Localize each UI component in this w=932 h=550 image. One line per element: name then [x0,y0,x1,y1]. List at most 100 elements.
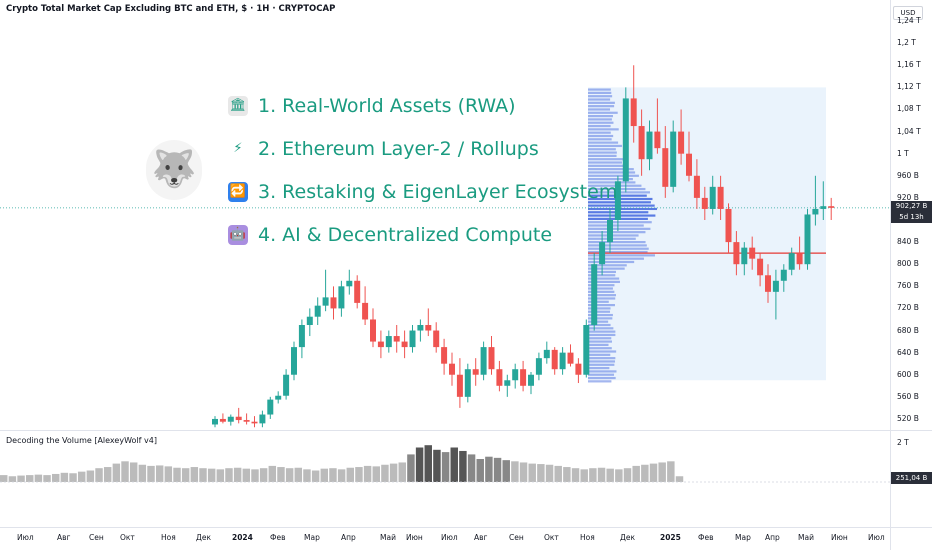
candle [504,375,510,397]
volume-bar [9,476,16,482]
volume-bar [572,468,579,482]
volume-bar [312,471,319,483]
overlay-item-text: 2. Ethereum Layer-2 / Rollups [258,138,539,160]
price-axis-label: 1,08 T [897,104,921,113]
volume-bar [17,476,24,482]
volume-bar [35,475,42,482]
volume-bar [416,448,423,483]
candle [331,286,337,319]
profile-bar [588,321,608,323]
overlay-item: ⚡ 2. Ethereum Layer-2 / Rollups [228,127,617,170]
volume-bar [632,466,639,482]
overlay-list: 🏛 1. Real-World Assets (RWA) ⚡ 2. Ethereum … [228,84,617,256]
time-axis-label: Май [798,533,814,542]
volume-bar [0,475,7,482]
volume-bar [650,464,657,482]
robot-icon: 🤖 [228,225,248,245]
volume-bar [390,464,397,482]
pane-separator[interactable] [0,430,932,431]
time-axis-label: Мар [735,533,751,542]
last-price-tag: 902,27 B 5d 13h [891,201,932,223]
candle [354,275,360,308]
candle [267,397,273,419]
price-axis-label: 1,04 T [897,127,921,136]
profile-bar [588,340,612,342]
repeat-icon: 🔁 [228,182,248,202]
price-axis-label: 1,12 T [897,82,921,91]
volume-bar [407,454,414,482]
candle [212,416,218,427]
time-axis-label: Авг [57,533,71,542]
volume-bar [624,468,631,482]
price-axis-label: 1,24 T [897,16,921,25]
volume-bar [217,469,224,482]
candle [425,308,431,336]
candle [520,361,526,391]
time-axis-label: Июл [17,533,34,542]
profile-bar [588,380,611,382]
volume-bar [286,468,293,482]
volume-bar [130,462,137,482]
volume-bar [502,460,509,482]
candle [362,286,368,325]
price-axis-label: 680 B [897,326,919,335]
candle [512,364,518,389]
candle [481,342,487,381]
candle [252,416,258,427]
volume-bar [26,475,33,482]
candle [402,331,408,359]
profile-bar [588,327,613,329]
volume-bar [43,475,50,482]
candle [473,358,479,386]
candle [623,87,629,192]
time-axis-label: Сен [509,533,524,542]
volume-bar [295,468,302,482]
profile-bar [588,364,614,366]
candle [244,413,250,424]
volume-bar [477,459,484,482]
volume-bar [277,467,284,482]
profile-bar [588,331,615,333]
candle [441,339,447,375]
volume-bar [425,445,432,482]
overlay-item: 🔁 3. Restaking & EigenLayer Ecosystem [228,170,617,213]
volume-bar [165,466,172,482]
volume-bar [528,464,535,482]
time-axis-label: Дек [196,533,211,542]
volume-bar [355,467,362,482]
time-axis-label: Июн [831,533,848,542]
volume-bar [147,466,154,482]
volume-bar [468,454,475,482]
candle [291,342,297,381]
candle [386,331,392,353]
time-axis-label: Сен [89,533,104,542]
time-axis-label: Авг [474,533,488,542]
candle [417,319,423,341]
overlay-item-text: 3. Restaking & EigenLayer Ecosystem [258,181,617,203]
last-price-value: 902,27 B [891,201,932,212]
time-axis-label: Май [380,533,396,542]
profile-bar [588,377,616,379]
volume-bar [69,473,76,482]
watermark-logo: 🐺 [146,140,202,200]
profile-bar [588,370,616,372]
volume-axis-label: 2 T [897,438,909,447]
volume-bar [52,474,59,482]
volume-bar [494,458,501,482]
volume-bar [598,468,605,482]
time-axis-label: Ноя [161,533,176,542]
price-axis-label: 1 T [897,149,909,158]
volume-bar [459,451,466,482]
time-axis-label: Июл [868,533,885,542]
volume-bar [61,473,68,482]
profile-bar [588,374,614,376]
volume-chart[interactable] [0,436,890,526]
volume-bar [546,465,553,482]
volume-bar [121,461,128,482]
candle [457,358,463,408]
countdown-value: 5d 13h [891,212,932,223]
price-axis-label: 720 B [897,303,919,312]
profile-bar [588,367,609,369]
volume-bar [321,469,328,482]
candle [323,270,329,311]
